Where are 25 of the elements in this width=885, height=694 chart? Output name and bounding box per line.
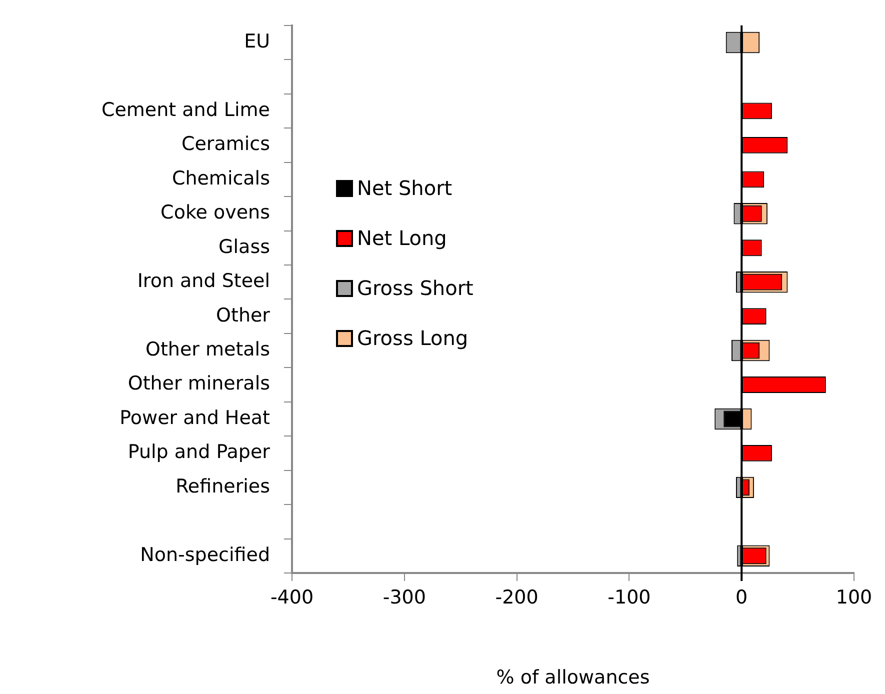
y-tick-label: Power and Heat	[120, 406, 270, 429]
x-tick-label: -300	[382, 586, 426, 608]
x-tick-label: -400	[270, 586, 314, 608]
x-tick-label: -100	[608, 586, 651, 608]
y-tick-label: Iron and Steel	[137, 270, 270, 292]
y-tick-label: Ceramics	[181, 133, 270, 156]
y-tick-label: Glass	[218, 236, 270, 258]
y-tick-label: Non-specified	[140, 544, 270, 566]
y-tick-label: Refineries	[176, 475, 270, 498]
y-tick-label: Other metals	[146, 338, 270, 360]
y-tick-label: Cement and Lime	[101, 98, 270, 121]
x-tick-label: 0	[736, 586, 748, 608]
x-tick-label: 100	[836, 586, 872, 608]
y-tick-label: Chemicals	[172, 167, 270, 190]
legend-label: Gross Short	[357, 276, 474, 300]
y-tick-label: Other minerals	[128, 372, 270, 395]
y-tick-label: Coke ovens	[160, 202, 270, 224]
legend-label: Gross Long	[357, 326, 468, 350]
x-tick-label: -200	[495, 586, 538, 608]
legend-label: Net Long	[357, 226, 447, 250]
y-tick-label: EU	[244, 30, 270, 52]
y-tick-label: Pulp and Paper	[128, 441, 270, 464]
legend-label: Net Short	[357, 176, 452, 200]
x-axis-title: % of allowances	[496, 666, 650, 689]
y-tick-label: Other	[216, 304, 270, 326]
